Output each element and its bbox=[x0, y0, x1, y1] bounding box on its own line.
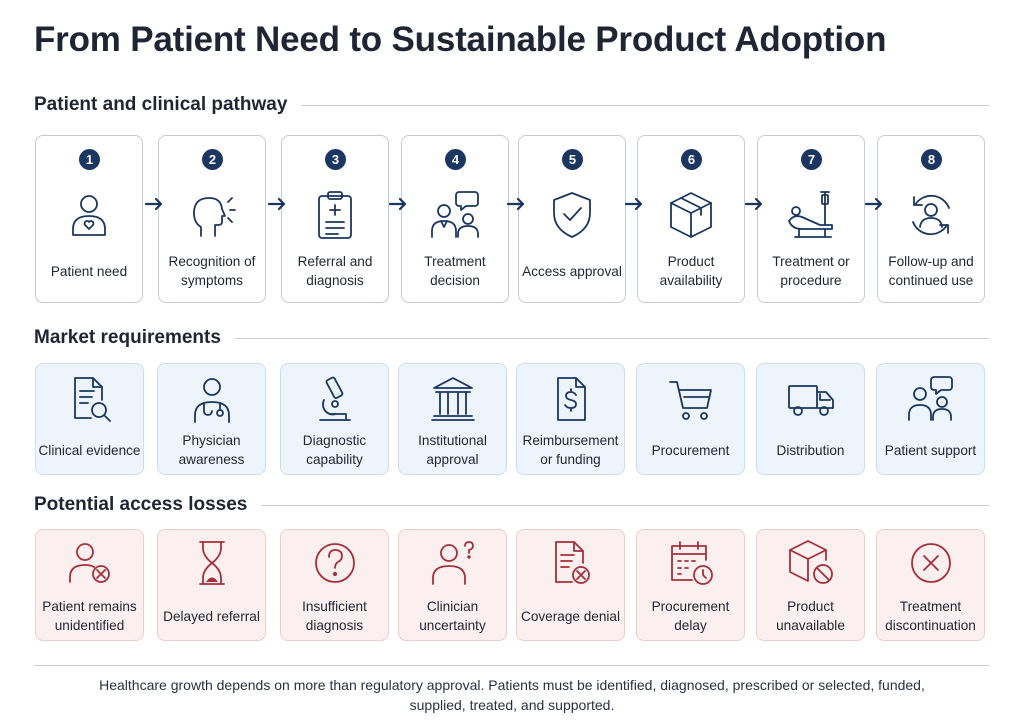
dollar-document-icon bbox=[556, 377, 586, 421]
calendar-clock-icon bbox=[670, 541, 713, 585]
person-question-icon bbox=[431, 541, 474, 585]
market-item-distribution: Distribution bbox=[756, 363, 865, 475]
market-item-label: Procurement bbox=[651, 442, 730, 458]
pathway-section-header: Patient and clinical pathway bbox=[34, 94, 989, 116]
step-label: Patient need bbox=[50, 263, 128, 279]
step-label: Referral and diagnosis bbox=[297, 254, 373, 288]
loss-item-coverage-denial: Coverage denial bbox=[516, 529, 625, 641]
person-cycle-icon bbox=[912, 194, 950, 236]
market-item-clinical-evidence: Clinical evidence bbox=[35, 363, 144, 475]
pathway-step-1: 1 Patient need bbox=[35, 135, 143, 303]
question-circle-icon bbox=[314, 543, 355, 583]
market-item-label: Diagnostic capability bbox=[302, 433, 367, 467]
loss-item-label: Insufficient diagnosis bbox=[302, 599, 367, 633]
person-x-icon bbox=[68, 543, 110, 583]
step-number: 3 bbox=[325, 149, 346, 170]
arrow-right-icon bbox=[388, 197, 407, 211]
step-label: Follow-up and continued use bbox=[888, 254, 974, 288]
loss-item-label: Coverage denial bbox=[521, 608, 620, 624]
arrow-right-icon bbox=[506, 197, 525, 211]
arrow-right-icon bbox=[267, 197, 286, 211]
shield-check-icon bbox=[553, 192, 591, 238]
loss-item-product-unavailable: Product unavailable bbox=[756, 529, 865, 641]
loss-item-delayed-referral: Delayed referral bbox=[157, 529, 266, 641]
page-title: From Patient Need to Sustainable Product… bbox=[34, 20, 887, 59]
market-item-diagnostic-capability: Diagnostic capability bbox=[280, 363, 389, 475]
footer-note: Healthcare growth depends on more than r… bbox=[99, 677, 925, 713]
loss-item-label: Patient remains unidentified bbox=[42, 599, 137, 633]
market-item-reimbursement: Reimbursement or funding bbox=[516, 363, 625, 475]
step-number: 4 bbox=[445, 149, 466, 170]
step-label: Access approval bbox=[522, 263, 622, 279]
pathway-step-4: 4 Treatment decision bbox=[401, 135, 509, 303]
pathway-step-6: 6 Product availability bbox=[637, 135, 745, 303]
hourglass-icon bbox=[198, 541, 225, 585]
people-chat-icon bbox=[907, 376, 953, 421]
head-signal-icon bbox=[193, 197, 236, 237]
loss-item-procurement-delay: Procurement delay bbox=[636, 529, 745, 641]
step-number: 8 bbox=[921, 149, 942, 170]
step-label: Recognition of symptoms bbox=[168, 254, 256, 288]
market-item-label: Institutional approval bbox=[418, 433, 487, 467]
pathway-heading: Patient and clinical pathway bbox=[34, 94, 288, 115]
market-item-patient-support: Patient support bbox=[876, 363, 985, 475]
market-item-procurement: Procurement bbox=[636, 363, 745, 475]
loss-item-label: Procurement delay bbox=[651, 599, 730, 633]
pathway-step-3: 3 Referral and diagnosis bbox=[281, 135, 389, 303]
pathway-step-8: 8 Follow-up and continued use bbox=[877, 135, 985, 303]
shopping-cart-icon bbox=[668, 381, 712, 420]
loss-item-insufficient-diagnosis: Insufficient diagnosis bbox=[280, 529, 389, 641]
pathway-step-7: 7 Treatment or procedure bbox=[757, 135, 865, 303]
document-x-icon bbox=[554, 541, 590, 584]
losses-section-header: Potential access losses bbox=[34, 494, 989, 516]
pathway-step-2: 2 Recognition of symptoms bbox=[158, 135, 266, 303]
pathway-step-5: 5 Access approval bbox=[518, 135, 626, 303]
arrow-right-icon bbox=[864, 197, 883, 211]
section-divider bbox=[261, 504, 989, 506]
step-label: Treatment or procedure bbox=[772, 254, 850, 288]
arrow-right-icon bbox=[144, 197, 163, 211]
reclined-iv-icon bbox=[788, 191, 833, 238]
person-heart-icon bbox=[72, 195, 106, 236]
microscope-icon bbox=[318, 376, 351, 421]
box-blocked-icon bbox=[788, 540, 833, 584]
market-item-label: Clinical evidence bbox=[38, 442, 141, 458]
loss-item-label: Clinician uncertainty bbox=[419, 599, 486, 633]
section-divider bbox=[234, 337, 989, 339]
clipboard-icon bbox=[318, 191, 352, 239]
loss-item-label: Delayed referral bbox=[163, 608, 260, 624]
loss-item-clinician-uncertainty: Clinician uncertainty bbox=[398, 529, 507, 641]
loss-item-label: Product unavailable bbox=[776, 599, 845, 633]
institution-icon bbox=[430, 377, 475, 421]
market-item-institutional-approval: Institutional approval bbox=[398, 363, 507, 475]
box-icon bbox=[670, 192, 712, 238]
arrow-right-icon bbox=[624, 197, 643, 211]
step-number: 2 bbox=[202, 149, 223, 170]
market-item-label: Patient support bbox=[884, 442, 977, 458]
step-label: Treatment decision bbox=[424, 254, 486, 288]
market-item-label: Physician awareness bbox=[178, 433, 245, 467]
doctor-patient-chat-icon bbox=[431, 191, 479, 238]
arrow-right-icon bbox=[744, 197, 763, 211]
step-number: 6 bbox=[681, 149, 702, 170]
physician-icon bbox=[193, 378, 230, 423]
loss-item-label: Treatment discontinuation bbox=[885, 599, 976, 633]
step-number: 5 bbox=[562, 149, 583, 170]
loss-item-treatment-discontinuation: Treatment discontinuation bbox=[876, 529, 985, 641]
market-item-label: Distribution bbox=[776, 442, 845, 458]
market-heading: Market requirements bbox=[34, 327, 221, 348]
step-number: 1 bbox=[79, 149, 100, 170]
market-section-header: Market requirements bbox=[34, 327, 989, 349]
footer-divider bbox=[34, 665, 989, 666]
circle-x-icon bbox=[910, 543, 951, 583]
truck-icon bbox=[787, 385, 834, 416]
market-item-physician-awareness: Physician awareness bbox=[157, 363, 266, 475]
step-number: 7 bbox=[801, 149, 822, 170]
section-divider bbox=[301, 104, 989, 106]
document-magnifier-icon bbox=[73, 377, 111, 422]
step-label: Product availability bbox=[659, 254, 723, 288]
loss-item-patient-unidentified: Patient remains unidentified bbox=[35, 529, 144, 641]
losses-heading: Potential access losses bbox=[34, 494, 248, 515]
market-item-label: Reimbursement or funding bbox=[522, 433, 619, 467]
